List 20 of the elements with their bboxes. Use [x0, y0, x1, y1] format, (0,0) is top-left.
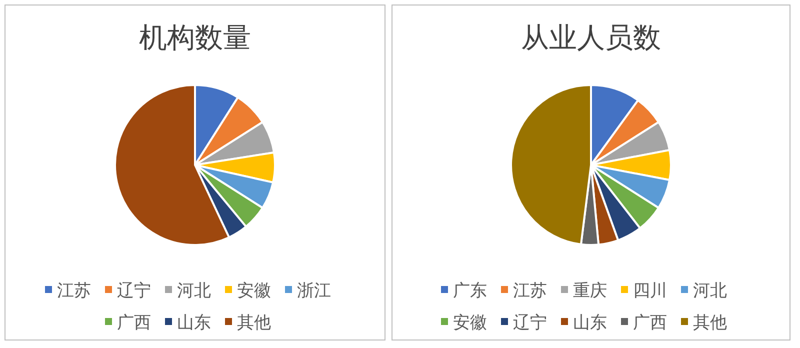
legend-label: 四川: [633, 281, 667, 300]
legend-label: 其他: [693, 313, 727, 332]
chart-title: 机构数量: [139, 22, 251, 53]
legend-label: 江苏: [57, 281, 91, 300]
legend-label: 广东: [453, 281, 487, 300]
legend-label: 江苏: [513, 281, 547, 300]
legend-label: 河北: [177, 281, 211, 300]
legend-label: 重庆: [573, 281, 607, 300]
legend-label: 浙江: [297, 281, 331, 300]
legend-label: 山东: [573, 313, 607, 332]
chart-title: 从业人员数: [521, 22, 661, 53]
legend-label: 辽宁: [117, 281, 151, 300]
legend-label: 其他: [237, 313, 271, 332]
legend-label: 河北: [693, 281, 727, 300]
legend-label: 安徽: [237, 281, 271, 300]
legend-label: 辽宁: [513, 313, 547, 332]
legend-label: 广西: [633, 313, 667, 332]
legend-label: 广西: [117, 313, 151, 332]
legend-label: 安徽: [453, 313, 487, 332]
legend-label: 山东: [177, 313, 211, 332]
